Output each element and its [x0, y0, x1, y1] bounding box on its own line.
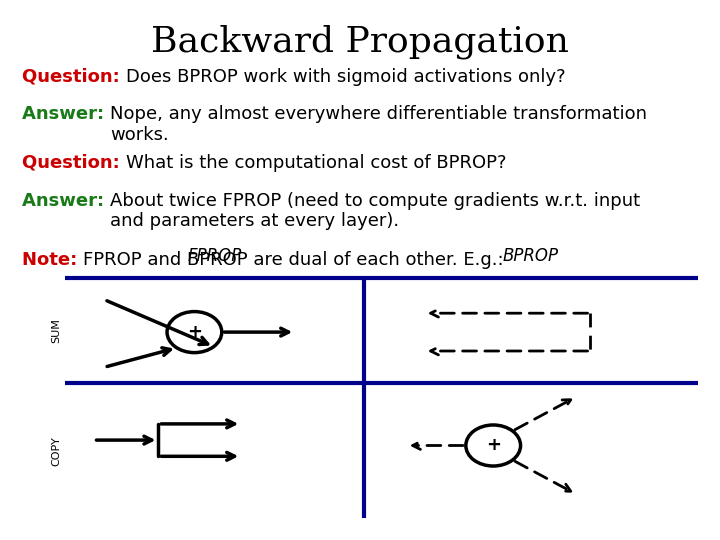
Text: Nope, any almost everywhere differentiable transformation
works.: Nope, any almost everywhere differentiab… [110, 105, 647, 144]
Text: SUM: SUM [51, 318, 61, 343]
Text: Answer:: Answer: [22, 192, 110, 210]
Text: Question:: Question: [22, 68, 125, 85]
Text: Note:: Note: [22, 251, 83, 269]
Text: About twice FPROP (need to compute gradients w.r.t. input
and parameters at ever: About twice FPROP (need to compute gradi… [110, 192, 640, 231]
Text: FPROP: FPROP [187, 247, 241, 265]
Text: Backward Propagation: Backward Propagation [151, 24, 569, 59]
Text: What is the computational cost of BPROP?: What is the computational cost of BPROP? [125, 154, 506, 172]
Text: COPY: COPY [51, 436, 61, 466]
Text: +: + [486, 436, 500, 455]
Text: BPROP: BPROP [503, 247, 559, 265]
Text: Does BPROP work with sigmoid activations only?: Does BPROP work with sigmoid activations… [125, 68, 565, 85]
Text: FPROP and BPROP are dual of each other. E.g.:: FPROP and BPROP are dual of each other. … [83, 251, 504, 269]
Text: Answer:: Answer: [22, 105, 110, 123]
Text: +: + [187, 323, 202, 341]
Text: Question:: Question: [22, 154, 125, 172]
